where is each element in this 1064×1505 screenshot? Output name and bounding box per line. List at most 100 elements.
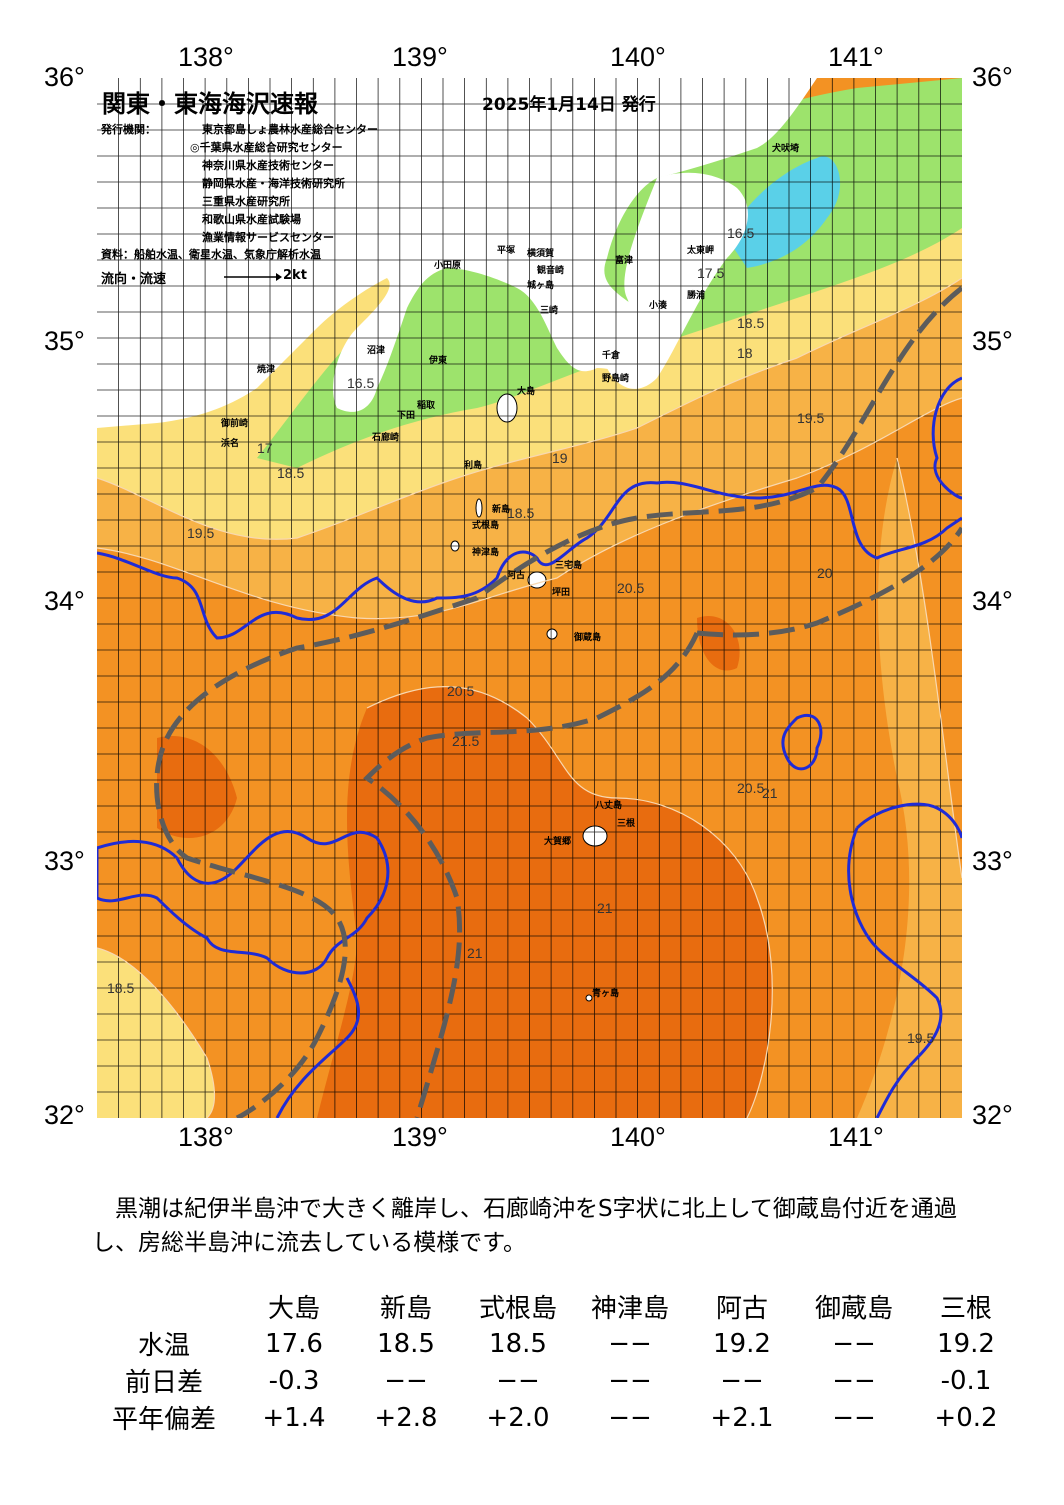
place-name: 稲取	[417, 399, 436, 411]
table-cell: +2.1	[710, 1402, 774, 1433]
isotherm-labels: 18.5 19 19.5 20 20.5 20.5 20.5 21 21 19.…	[107, 225, 934, 1046]
isotherm-label: 19.5	[907, 1030, 934, 1046]
table-row: 水温 17.6 18.5 18.5 −− 19.2 −− 19.2	[90, 1325, 1022, 1362]
column-header: 神津島	[590, 1294, 669, 1324]
isotherm-contours	[97, 277, 962, 1118]
place-name: 下田	[397, 410, 415, 421]
lat-label-left-33: 33°	[44, 846, 85, 876]
lon-label-bottom-141: 141°	[828, 1122, 884, 1152]
lon-label-bottom-139: 139°	[392, 1122, 448, 1152]
table-corner	[90, 1288, 238, 1325]
lon-label-top-140: 140°	[610, 42, 666, 72]
kuroshio-axis-line	[97, 376, 962, 1118]
lon-label-top-141: 141°	[828, 42, 884, 72]
table-cell: 19.2	[937, 1328, 995, 1359]
table-cell: −−	[384, 1365, 428, 1396]
island-hachijojima	[582, 825, 608, 847]
place-name: 阿古	[507, 569, 525, 581]
table-cell: −−	[832, 1365, 876, 1396]
place-name: 観音崎	[537, 264, 564, 276]
map-canvas: 18.5 19 19.5 20 20.5 20.5 20.5 21 21 19.…	[97, 78, 962, 1118]
isotherm-label: 19.5	[797, 410, 824, 426]
place-name: 大賀郷	[544, 835, 571, 847]
place-name: 三根	[617, 817, 636, 829]
table-cell: −−	[608, 1402, 652, 1433]
isotherm-label: 20.5	[737, 780, 764, 796]
lat-label-right-36: 36°	[972, 62, 1013, 92]
observation-table: 大島 新島 式根島 神津島 阿古 御蔵島 三根 水温 17.6 18.5 18.…	[90, 1288, 1022, 1436]
issuer-item: ◎千葉県水産総合研究センター	[190, 141, 343, 154]
table-cell: −−	[608, 1328, 652, 1359]
table-cell: −−	[832, 1328, 876, 1359]
warm-core-region	[317, 686, 773, 1118]
column-header: 御蔵島	[814, 1294, 893, 1324]
place-name: 小湊	[648, 299, 668, 311]
place-name: 八丈島	[594, 799, 622, 811]
place-name: 焼津	[257, 363, 275, 375]
table-cell: +2.8	[374, 1402, 438, 1433]
column-header: 阿古	[715, 1294, 768, 1324]
table-cell: 18.5	[377, 1328, 435, 1359]
place-name: 浜名	[221, 437, 239, 449]
issuer-item: 静岡県水産・海洋技術研究所	[202, 177, 345, 190]
place-name: 御前崎	[220, 417, 248, 429]
issuer-label: 発行機関：	[101, 123, 156, 136]
lon-label-bottom-138: 138°	[178, 1122, 234, 1152]
isotherm-label: 21	[467, 945, 483, 961]
isotherm-label: 19	[552, 450, 568, 466]
isotherm-label: 17	[257, 440, 273, 456]
data-source: 資料：船舶水温、衛星水温、気象庁解析水温	[101, 248, 321, 261]
flow-legend-label: 流向・流速	[101, 272, 167, 287]
light-orange-region-east	[857, 458, 962, 1118]
table-cell: 18.5	[489, 1328, 547, 1359]
table-row: 平年偏差 +1.4 +2.8 +2.0 −− +2.1 −− +0.2	[90, 1399, 1022, 1436]
isotherm-label: 20.5	[447, 683, 474, 699]
isotherm-label: 18.5	[277, 465, 304, 481]
lat-label-left-35: 35°	[44, 326, 85, 356]
place-name: 大島	[517, 385, 535, 397]
place-name: 富津	[615, 254, 633, 266]
issue-date: 2025年1月14日 発行	[482, 95, 656, 115]
issuer-item: 三重県水産研究所	[202, 195, 290, 208]
row-header: 平年偏差	[111, 1405, 216, 1435]
lon-label-top-138: 138°	[178, 42, 234, 72]
lat-label-right-32: 32°	[972, 1100, 1013, 1130]
island-oshima	[496, 393, 518, 423]
place-name: 新島	[492, 503, 510, 515]
isotherm-label: 16.5	[727, 225, 754, 241]
table-header-row: 大島 新島 式根島 神津島 阿古 御蔵島 三根	[90, 1288, 1022, 1325]
isotherm-label: 20.5	[617, 580, 644, 596]
place-name: 式根島	[472, 519, 499, 531]
situation-comment: 黒潮は紀伊半島沖で大きく離岸し、石廊崎沖をS字状に北上して御蔵島付近を通過し、房…	[92, 1196, 957, 1256]
table-cell: 17.6	[265, 1328, 323, 1359]
lon-label-bottom-140: 140°	[610, 1122, 666, 1152]
table-cell: −−	[720, 1365, 764, 1396]
issuer-item: 神奈川県水産技術センター	[202, 159, 334, 172]
place-name: 利島	[463, 459, 482, 471]
row-header: 水温	[137, 1331, 190, 1361]
column-header: 式根島	[478, 1294, 557, 1324]
place-name: 平塚	[497, 244, 515, 256]
table-cell: +0.2	[934, 1402, 998, 1433]
place-name: 神津島	[472, 546, 499, 558]
kuroshio-path-line	[154, 286, 962, 1118]
table-cell: +2.0	[486, 1402, 550, 1433]
isotherm-label: 18.5	[737, 315, 764, 331]
place-names: 犬吠埼 太東岬 小湊 勝浦 千倉 野島崎 大島 利島 新島 式根島 神津島 三宅…	[220, 142, 799, 999]
warm-eddy-west	[157, 736, 237, 838]
column-header: 新島	[379, 1294, 432, 1324]
table-cell: −−	[608, 1365, 652, 1396]
place-name: 犬吠埼	[771, 142, 799, 154]
column-header: 大島	[267, 1294, 320, 1324]
isotherm-label: 18	[737, 345, 753, 361]
row-header: 前日差	[124, 1368, 203, 1398]
place-name: 野島崎	[602, 372, 629, 384]
isotherm-label: 17.5	[697, 265, 724, 281]
lat-label-left-34: 34°	[44, 586, 85, 616]
lat-label-right-35: 35°	[972, 326, 1013, 356]
place-name: 御蔵島	[573, 631, 601, 643]
place-name: 石廊崎	[371, 431, 399, 443]
lat-label-right-34: 34°	[972, 586, 1013, 616]
land-boso-peninsula	[607, 172, 748, 389]
place-name: 横須賀	[527, 247, 554, 259]
